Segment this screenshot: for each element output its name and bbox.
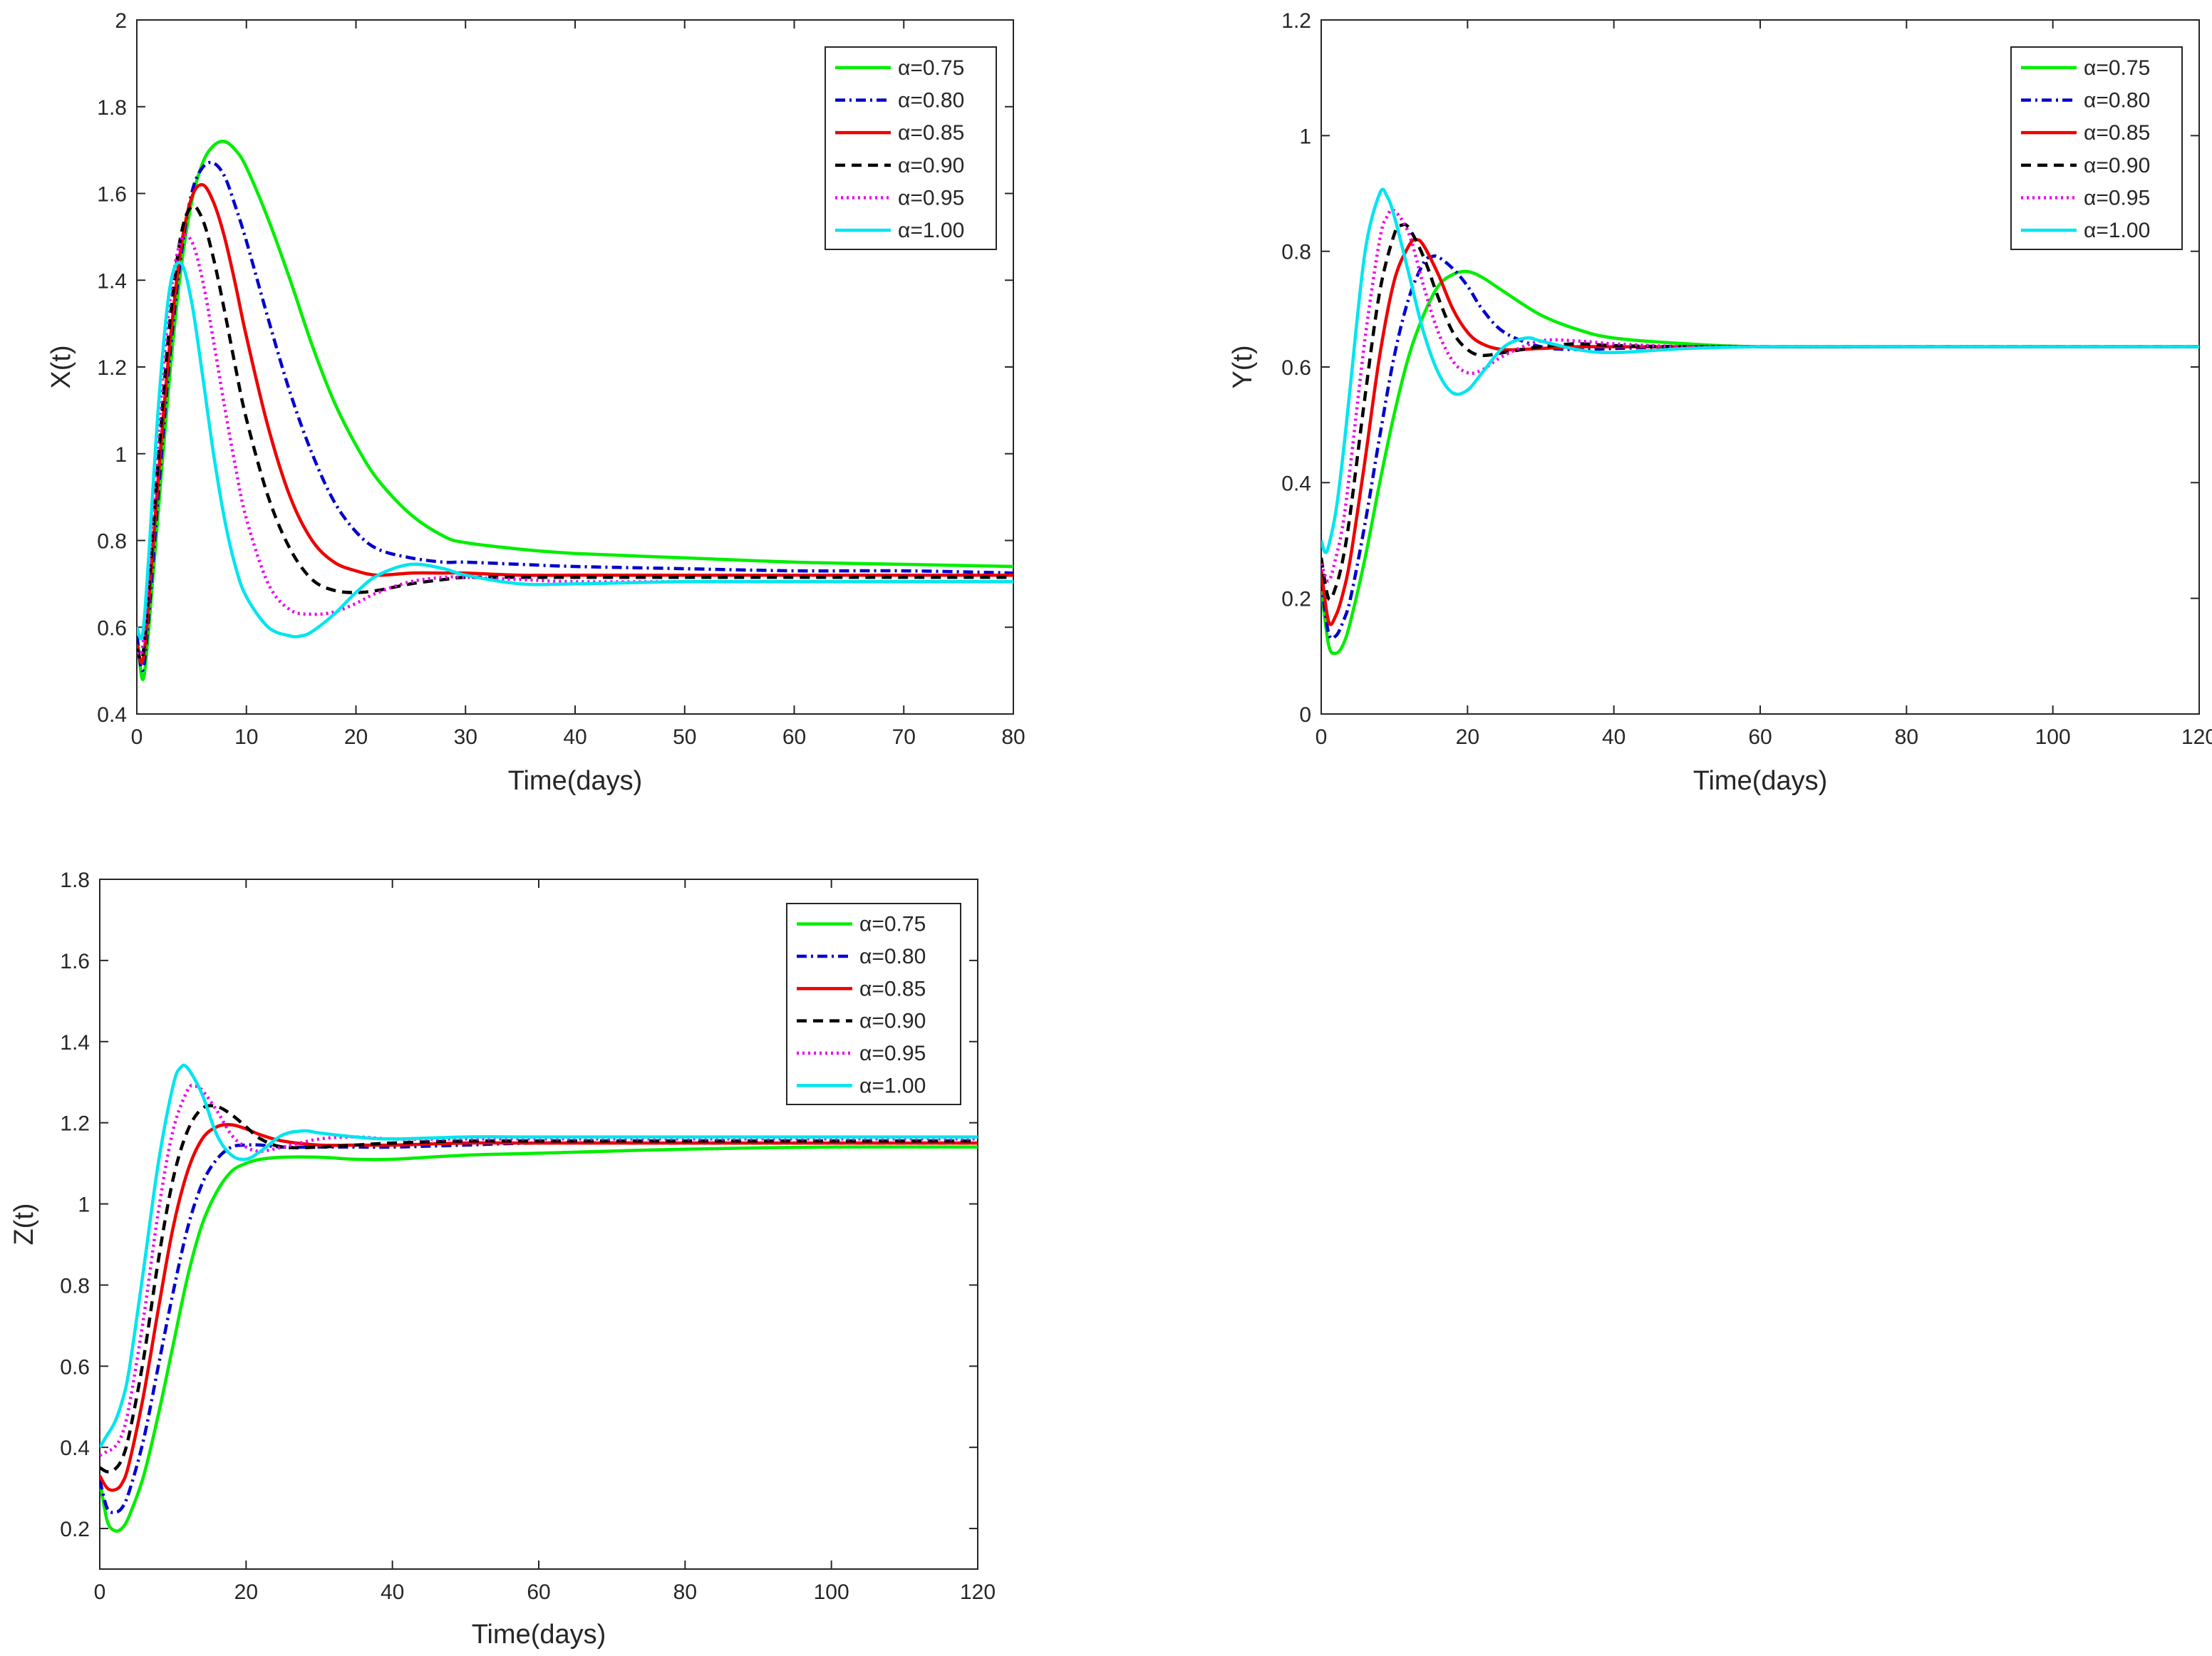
legend-y: α=0.75 α=0.80 α=0.85 α=0.90 α=0.95 α=1.00 [2010, 46, 2183, 250]
series-line-x-2 [137, 182, 1013, 665]
x-tick-label: 100 [2035, 725, 2071, 749]
y-tick-label: 0.8 [97, 530, 127, 554]
x-axis-label-y: Time(days) [1693, 766, 1828, 796]
x-axis-label-x: Time(days) [508, 766, 643, 796]
legend-label: α=0.90 [859, 1010, 926, 1033]
x-tick-label: 40 [381, 1580, 404, 1604]
x-tick-label: 60 [527, 1580, 550, 1604]
x-tick-label: 120 [2181, 725, 2212, 749]
x-tick-label: 70 [892, 725, 916, 749]
y-tick-label: 1.2 [60, 1112, 90, 1136]
x-tick-label: 40 [1602, 725, 1626, 749]
x-tick-label: 120 [960, 1580, 996, 1604]
legend-box [825, 46, 997, 250]
series-line-y-5 [1321, 187, 2199, 554]
legend-label: α=0.80 [898, 89, 964, 113]
legend-label: α=0.85 [898, 121, 964, 145]
x-tick-label: 80 [1895, 725, 1918, 749]
legend-label: α=0.95 [2084, 187, 2150, 210]
y-axis-label-z: Z(t) [9, 1203, 39, 1245]
x-tick-label: 50 [673, 725, 696, 749]
y-tick-label: 2 [115, 9, 127, 33]
legend-box [2010, 46, 2183, 250]
x-tick-label: 20 [234, 1580, 258, 1604]
legend-label: α=0.75 [2084, 56, 2150, 80]
legend-label: α=0.80 [2084, 89, 2150, 113]
y-tick-label: 0.6 [97, 616, 127, 640]
panel-x: 0 10 20 30 40 50 60 70 80 0.4 0.6 0.8 1 1.2 1.4 1.6 1.8 2… [46, 9, 1025, 796]
legend-box [786, 903, 961, 1105]
y-tick-label: 1.6 [97, 183, 127, 207]
x-tick-label: 0 [131, 725, 143, 749]
x-tick-label: 10 [234, 725, 258, 749]
y-tick-label: 0.8 [60, 1274, 90, 1298]
y-tick-label: 1 [115, 443, 127, 467]
x-tick-label: 20 [344, 725, 368, 749]
x-tick-label: 60 [782, 725, 806, 749]
y-tick-label: 1.8 [60, 869, 90, 892]
legend-label: α=0.80 [859, 945, 926, 968]
x-tick-label: 100 [814, 1580, 849, 1604]
y-tick-label: 1.6 [60, 950, 90, 973]
legend-label: α=0.75 [859, 913, 926, 936]
legend-label: α=0.75 [898, 56, 964, 80]
legend-label: α=0.95 [859, 1042, 926, 1065]
series-line-x-3 [137, 204, 1013, 662]
series-line-z-0 [100, 1145, 978, 1533]
x-tick-label: 40 [563, 725, 586, 749]
legend-label: α=0.90 [2084, 154, 2150, 177]
y-tick-label: 1.2 [1281, 9, 1311, 33]
legend-label: α=0.90 [898, 154, 964, 177]
series-line-x-1 [137, 160, 1013, 673]
x-tick-label: 0 [1316, 725, 1328, 749]
series-line-x-5 [137, 261, 1013, 641]
y-tick-label: 0.2 [60, 1518, 90, 1541]
x-tick-label: 80 [673, 1580, 697, 1604]
legend-label: α=1.00 [898, 219, 964, 242]
y-tick-label: 0.4 [97, 703, 127, 727]
y-axis-label-x: X(t) [46, 345, 76, 388]
y-tick-label: 1.2 [97, 356, 127, 380]
y-tick-label: 1 [78, 1194, 90, 1217]
x-tick-label: 30 [454, 725, 477, 749]
legend-label: α=1.00 [2084, 219, 2150, 242]
y-axis-label-y: Y(t) [1228, 345, 1258, 388]
y-tick-label: 0.8 [1281, 241, 1311, 264]
legend-label: α=0.95 [898, 187, 964, 210]
legend-label: α=0.85 [2084, 121, 2150, 145]
x-tick-label: 80 [1001, 725, 1025, 749]
y-tick-label: 1.8 [97, 96, 127, 120]
series-line-z-5 [100, 1063, 978, 1449]
y-tick-label: 1 [1299, 125, 1311, 148]
y-tick-label: 0.4 [1281, 472, 1311, 495]
y-tick-label: 1.4 [97, 269, 127, 293]
legend-x: α=0.75 α=0.80 α=0.85 α=0.90 α=0.95 α=1.00 [825, 46, 997, 250]
y-tick-label: 0 [1299, 703, 1311, 727]
series-line-x-4 [137, 233, 1013, 657]
legend-label: α=0.85 [859, 977, 926, 1000]
y-tick-label: 1.4 [60, 1031, 90, 1055]
panel-z: 0 20 40 60 80 100 120 0.2 0.4 0.6 0.8 1 1.2 1.4 1.6 1.8… [9, 869, 996, 1650]
series-line-x-0 [137, 139, 1013, 681]
legend-z: α=0.75 α=0.80 α=0.85 α=0.90 α=0.95 α=1.00 [786, 903, 961, 1105]
x-tick-label: 0 [94, 1580, 106, 1604]
y-tick-label: 0.6 [1281, 356, 1311, 380]
panel-y: 0 20 40 60 80 100 120 0 0.2 0.4 0.6 0.8 1 1.2 Time(da… [1228, 9, 2212, 796]
y-tick-label: 0.2 [1281, 588, 1311, 611]
x-tick-label: 20 [1456, 725, 1479, 749]
series-line-z-2 [100, 1123, 978, 1492]
y-tick-label: 0.4 [60, 1437, 90, 1460]
y-tick-label: 0.6 [60, 1355, 90, 1379]
x-tick-label: 60 [1748, 725, 1772, 749]
x-axis-label-z: Time(days) [472, 1620, 606, 1650]
legend-label: α=1.00 [859, 1074, 926, 1097]
series-line-z-3 [100, 1104, 978, 1474]
series-line-y-3 [1321, 222, 2199, 601]
